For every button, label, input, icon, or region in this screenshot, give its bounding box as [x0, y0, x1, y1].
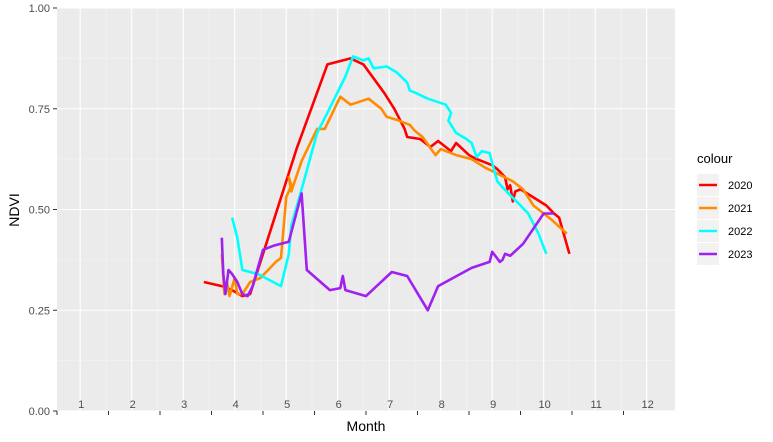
x-tick-label-8: 8	[439, 399, 445, 411]
x-tick-label-6: 6	[336, 399, 342, 411]
x-tick-label-7: 7	[387, 399, 393, 411]
y-tick-label-0.50: 0.50	[29, 205, 50, 217]
legend-title: colour	[697, 151, 733, 166]
y-tick-labels: 0.00 0.25 0.50 0.75 1.00	[29, 3, 50, 418]
legend-label-2023: 2023	[728, 249, 752, 261]
y-tick-label-0.25: 0.25	[29, 305, 50, 317]
series-line-2020	[203, 57, 571, 298]
series-line-2021	[220, 95, 568, 298]
legend-label-2022: 2022	[728, 226, 752, 238]
x-tick-label-4: 4	[233, 399, 239, 411]
y-axis-title: NDVI	[6, 193, 22, 226]
series-line-2023	[220, 192, 554, 312]
x-tick-label-9: 9	[490, 399, 496, 411]
x-tick-label-5: 5	[284, 399, 290, 411]
y-tick-label-0.00: 0.00	[29, 406, 50, 418]
x-tick-label-2: 2	[130, 399, 136, 411]
x-axis-title: Month	[347, 418, 386, 434]
x-tick-label-1: 1	[78, 399, 84, 411]
x-tick-labels: 1 2 3 4 5 6 7 8 9 10 11 12	[78, 399, 654, 411]
x-tick-label-12: 12	[642, 399, 654, 411]
legend: colour 2020 2021 2022 2023	[697, 151, 752, 265]
legend-label-2020: 2020	[728, 180, 752, 192]
series-lines	[203, 55, 571, 312]
series-line-2022	[230, 55, 548, 288]
axis-ticks	[53, 7, 624, 415]
y-tick-label-0.75: 0.75	[29, 104, 50, 116]
legend-label-2021: 2021	[728, 203, 752, 215]
x-tick-label-11: 11	[590, 399, 601, 411]
x-tick-label-3: 3	[181, 399, 187, 411]
x-tick-label-10: 10	[539, 399, 551, 411]
y-tick-label-1.00: 1.00	[29, 3, 50, 15]
